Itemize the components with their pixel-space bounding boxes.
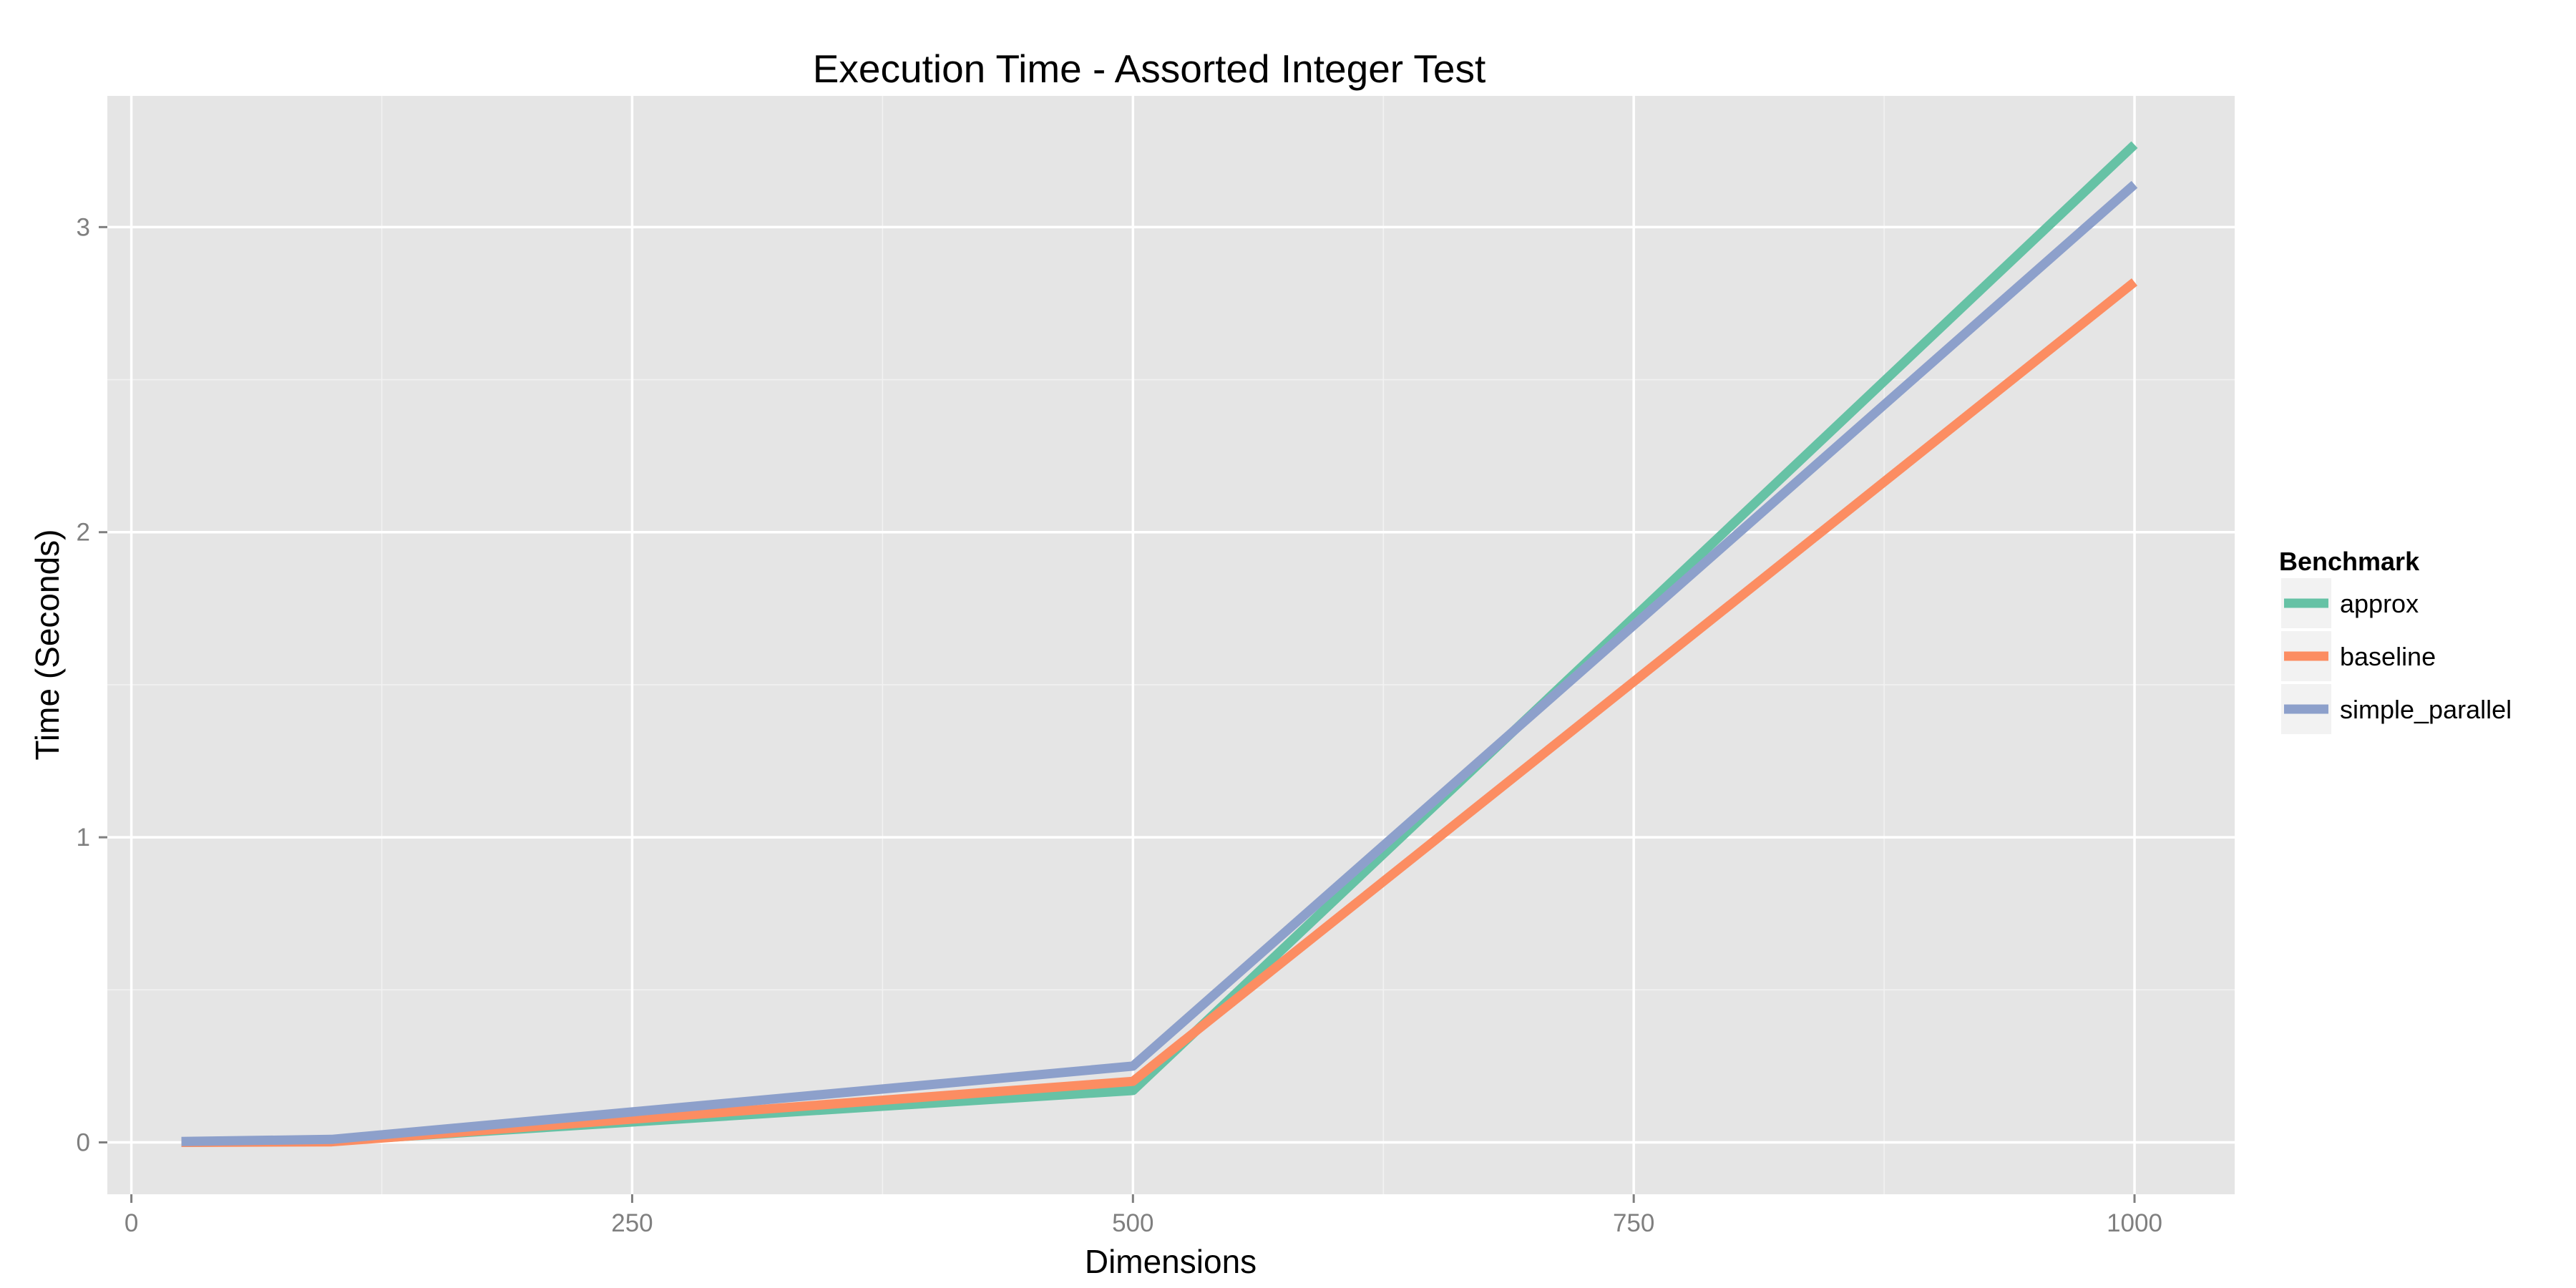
y-tick-label: 1 bbox=[77, 824, 90, 852]
major-gridlines bbox=[107, 96, 2235, 1194]
x-tick-label: 1000 bbox=[2107, 1209, 2162, 1237]
x-tick-label: 250 bbox=[611, 1209, 653, 1237]
series-line-simple_parallel bbox=[181, 180, 2138, 1146]
x-tick-label: 500 bbox=[1112, 1209, 1153, 1237]
y-axis-ticks: 0 1 2 3 bbox=[77, 213, 107, 1157]
series-lines bbox=[181, 141, 2138, 1147]
x-tick-label: 0 bbox=[125, 1209, 138, 1237]
x-tick-label: 750 bbox=[1613, 1209, 1654, 1237]
legend: Benchmark approx baseline simple_parallel bbox=[2279, 547, 2512, 734]
y-tick-label: 0 bbox=[77, 1129, 90, 1157]
legend-label-approx: approx bbox=[2340, 589, 2419, 618]
legend-label-simple_parallel: simple_parallel bbox=[2340, 695, 2512, 724]
y-axis-title: Time (Seconds) bbox=[29, 530, 66, 761]
plot-panel bbox=[107, 96, 2235, 1194]
x-axis-title: Dimensions bbox=[1085, 1243, 1257, 1280]
chart-title: Execution Time - Assorted Integer Test bbox=[813, 47, 1486, 91]
legend-title: Benchmark bbox=[2279, 547, 2420, 576]
y-tick-label: 2 bbox=[77, 519, 90, 547]
x-axis-ticks: 0 250 500 750 1000 bbox=[125, 1194, 2162, 1237]
legend-label-baseline: baseline bbox=[2340, 642, 2436, 671]
y-tick-label: 3 bbox=[77, 213, 90, 241]
